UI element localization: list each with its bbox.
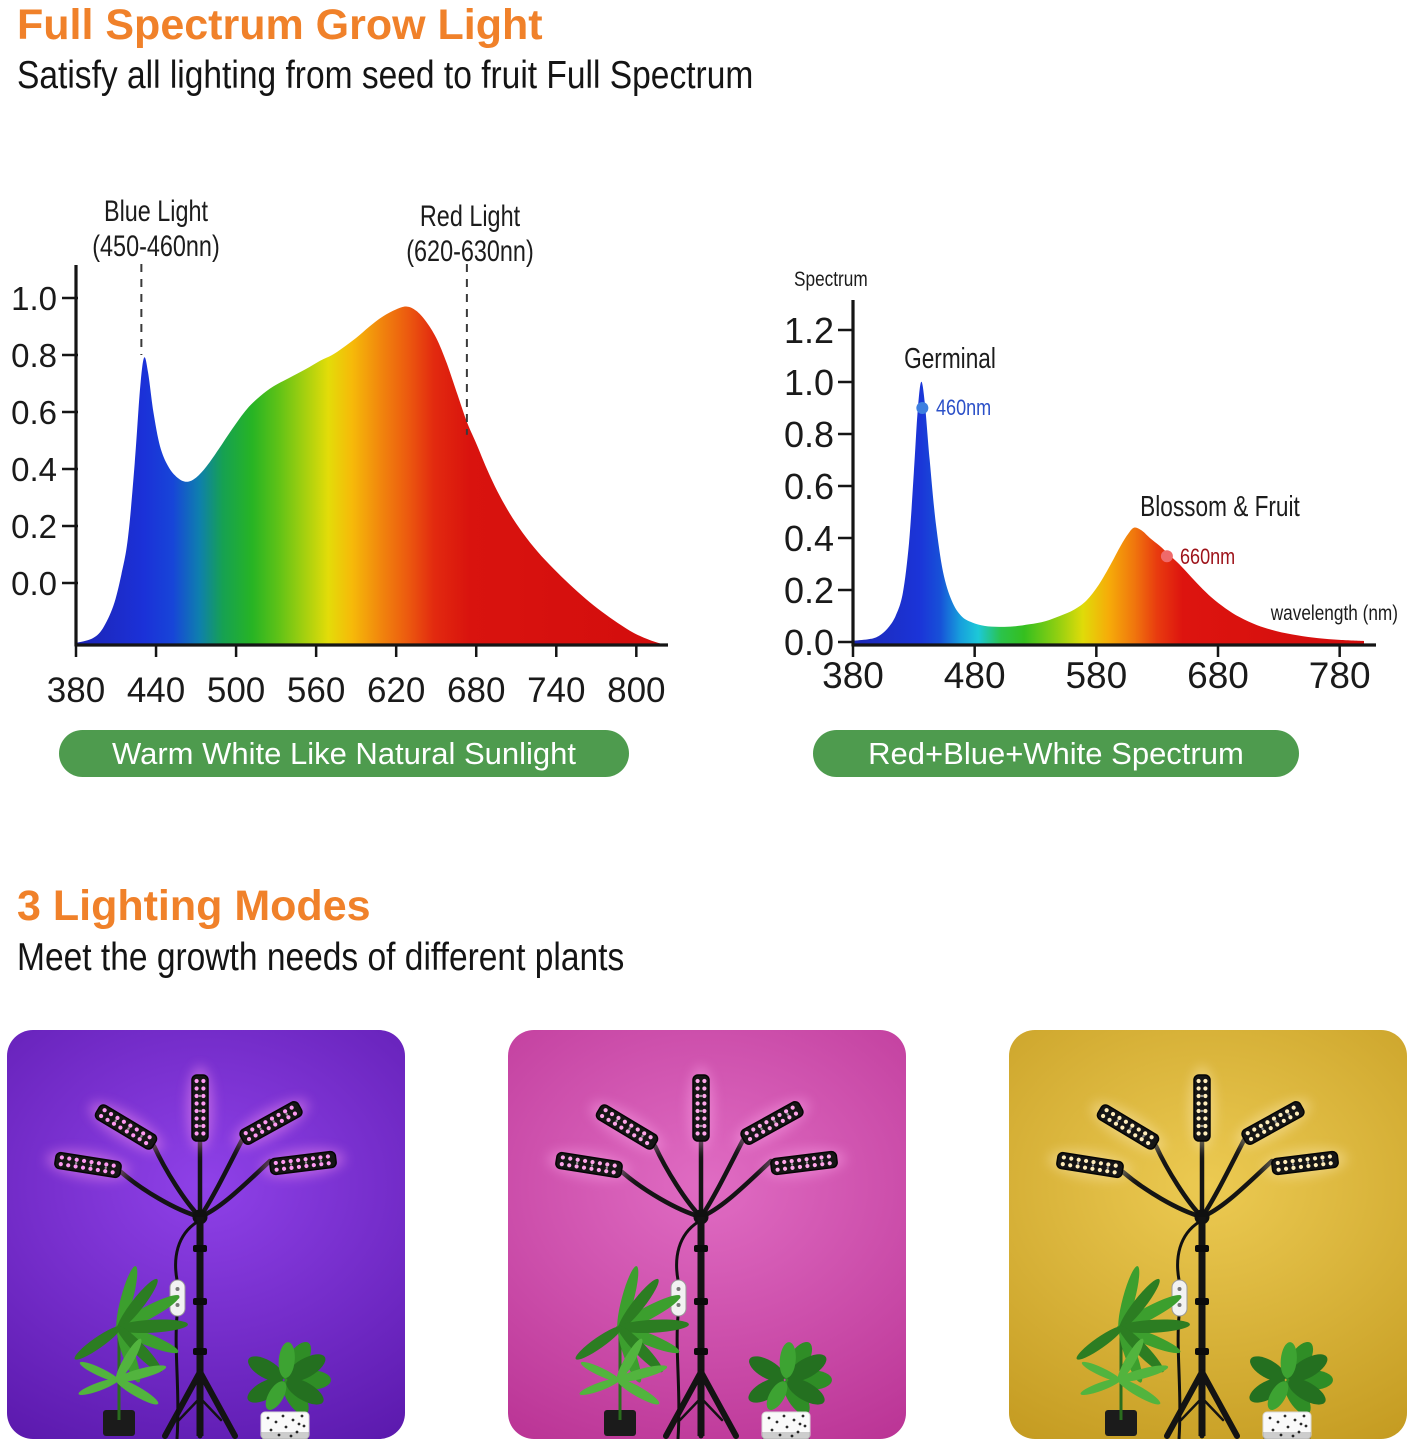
y-tick-label: 0.4 <box>784 518 834 559</box>
wavelength-marker-dot <box>1160 550 1173 563</box>
y-tick-label: 0.0 <box>11 565 57 602</box>
y-axis-title: Spectrum <box>794 268 868 291</box>
x-tick-label: 380 <box>47 671 105 710</box>
gooseneck-arms <box>1120 1137 1275 1220</box>
x-tick-label: 780 <box>1309 655 1371 696</box>
page-subtitle: Satisfy all lighting from seed to fruit … <box>17 54 754 97</box>
annotation-red-light-line2: (620-630nn) <box>406 235 534 268</box>
x-tick-label: 580 <box>1065 655 1127 696</box>
blossom-fruit-label: Blossom & Fruit <box>1140 491 1300 523</box>
grow-lamp-illustration <box>508 1030 906 1439</box>
gooseneck-arms <box>619 1137 774 1220</box>
annotation-blue-light-line1: Blue Light <box>103 195 209 228</box>
chart-warm-white-spectrum: 1.0 0.8 0.6 0.4 0.2 0.0 380 440 500 560 620 680 740 8… <box>0 185 700 745</box>
x-tick-label: 500 <box>207 671 265 710</box>
y-tick-label: 0.8 <box>784 414 834 455</box>
caption-warm-white: Warm White Like Natural Sunlight <box>59 730 629 777</box>
y-tick-label: 0.6 <box>11 394 57 431</box>
grow-lamp-illustration <box>1009 1030 1407 1439</box>
grow-lamp-svg <box>508 1030 906 1439</box>
x-tick-label: 800 <box>607 671 665 710</box>
y-tick-label: 1.0 <box>11 280 57 317</box>
led-bars <box>545 1066 847 1184</box>
x-tick-label: 480 <box>944 655 1006 696</box>
spectrum-curve-warm-white: 1.0 0.8 0.6 0.4 0.2 0.0 380 440 500 560 620 680 740 8… <box>11 264 668 710</box>
plant-right <box>748 1341 832 1439</box>
annotation-blue-light-line2: (450-460nn) <box>92 230 220 263</box>
lighting-mode-photo-2 <box>508 1030 906 1439</box>
plant-right <box>247 1341 331 1439</box>
tripod-stand <box>663 1209 739 1439</box>
y-tick-label: 1.0 <box>784 362 834 403</box>
spectrum-area <box>853 381 1364 645</box>
plant-left <box>1076 1266 1190 1436</box>
tripod-stand <box>162 1209 238 1439</box>
grow-lamp-svg <box>1009 1030 1407 1439</box>
y-tick-label: 0.4 <box>11 451 57 488</box>
x-axis-title: wavelength (nm) <box>1270 602 1398 625</box>
plant-left <box>74 1266 188 1436</box>
y-tick-label: 0.2 <box>11 508 57 545</box>
plant-right <box>1249 1341 1333 1439</box>
x-tick-label: 380 <box>822 655 884 696</box>
x-tick-label: 740 <box>527 671 585 710</box>
tripod-stand <box>1164 1209 1240 1439</box>
led-bars <box>1046 1066 1348 1184</box>
wavelength-marker-dot <box>916 402 929 414</box>
annotation-blue-light: Blue Light (450-460nn) <box>78 194 234 264</box>
marker-label-460nm: 460nm <box>936 395 992 420</box>
y-tick-label: 0.8 <box>11 337 57 374</box>
page-title: Full Spectrum Grow Light <box>17 1 543 49</box>
y-tick-label: 0.6 <box>784 466 834 507</box>
x-tick-label: 440 <box>127 671 185 710</box>
x-tick-label: 680 <box>447 671 505 710</box>
chart-red-blue-white-spectrum: 1.2 1.0 0.8 0.6 0.4 0.2 0.0 380 480 580 680 780 Spe… <box>770 185 1414 745</box>
y-tick-label: 0.2 <box>784 570 834 611</box>
annotation-red-light: Red Light (620-630nn) <box>392 199 548 269</box>
grow-lamp-svg <box>7 1030 405 1439</box>
section2-title: 3 Lighting Modes <box>17 882 371 930</box>
spectrum-area <box>76 306 663 645</box>
grow-lamp-illustration <box>7 1030 405 1439</box>
x-tick-label: 620 <box>367 671 425 710</box>
led-bars <box>44 1066 346 1184</box>
germinal-label: Germinal <box>904 343 996 375</box>
y-tick-label: 0.0 <box>784 622 834 663</box>
lighting-mode-photo-1 <box>7 1030 405 1439</box>
y-tick-label: 1.2 <box>784 310 834 351</box>
lighting-mode-photo-3 <box>1009 1030 1407 1439</box>
caption-red-blue-white: Red+Blue+White Spectrum <box>813 730 1299 777</box>
plant-left <box>575 1266 689 1436</box>
annotation-red-light-line1: Red Light <box>419 200 521 233</box>
section2-subtitle: Meet the growth needs of different plant… <box>17 936 625 979</box>
x-tick-label: 560 <box>287 671 345 710</box>
x-tick-label: 680 <box>1187 655 1249 696</box>
gooseneck-arms <box>118 1137 273 1220</box>
marker-label-660nm: 660nm <box>1180 544 1236 569</box>
